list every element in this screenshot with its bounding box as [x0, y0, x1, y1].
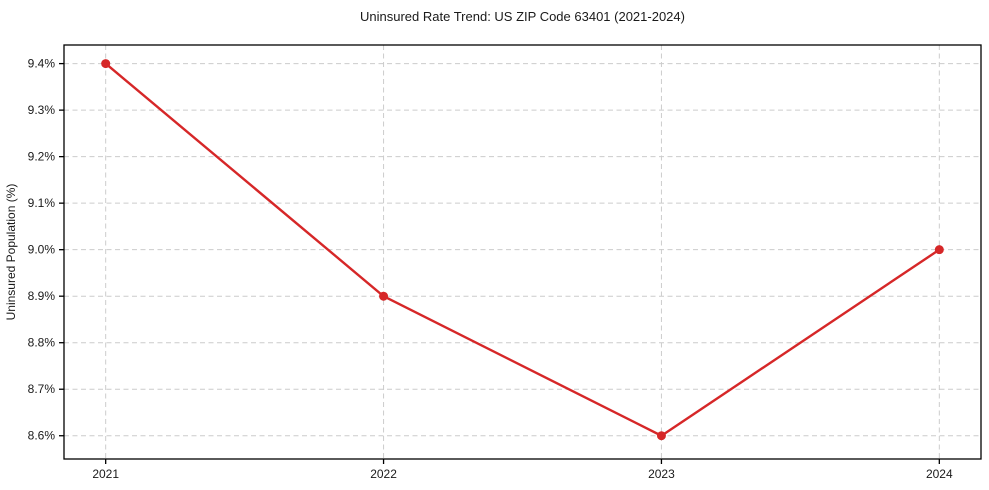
- x-tick-label: 2022: [370, 467, 397, 481]
- y-tick-label: 9.1%: [28, 196, 56, 210]
- x-tick-label: 2023: [648, 467, 675, 481]
- y-tick-label: 8.6%: [28, 429, 56, 443]
- y-tick-label: 9.3%: [28, 103, 56, 117]
- x-tick-label: 2024: [926, 467, 953, 481]
- data-point-marker: [934, 245, 944, 255]
- y-tick-label: 8.8%: [28, 336, 56, 350]
- x-tick-label: 2021: [92, 467, 119, 481]
- y-tick-label: 9.0%: [28, 243, 56, 257]
- axes-spines: [63, 44, 982, 460]
- data-point-marker: [379, 291, 389, 301]
- plot-area: [64, 45, 981, 459]
- y-tick-label: 9.2%: [28, 150, 56, 164]
- data-point-marker: [101, 59, 111, 69]
- y-tick-label: 8.7%: [28, 382, 56, 396]
- trend-line: [104, 62, 941, 437]
- chart-title: Uninsured Rate Trend: US ZIP Code 63401 …: [360, 9, 685, 24]
- y-tick-label: 8.9%: [28, 289, 56, 303]
- data-point-marker: [656, 431, 666, 441]
- y-axis-label: Uninsured Population (%): [4, 184, 18, 321]
- y-tick-label: 9.4%: [28, 57, 56, 71]
